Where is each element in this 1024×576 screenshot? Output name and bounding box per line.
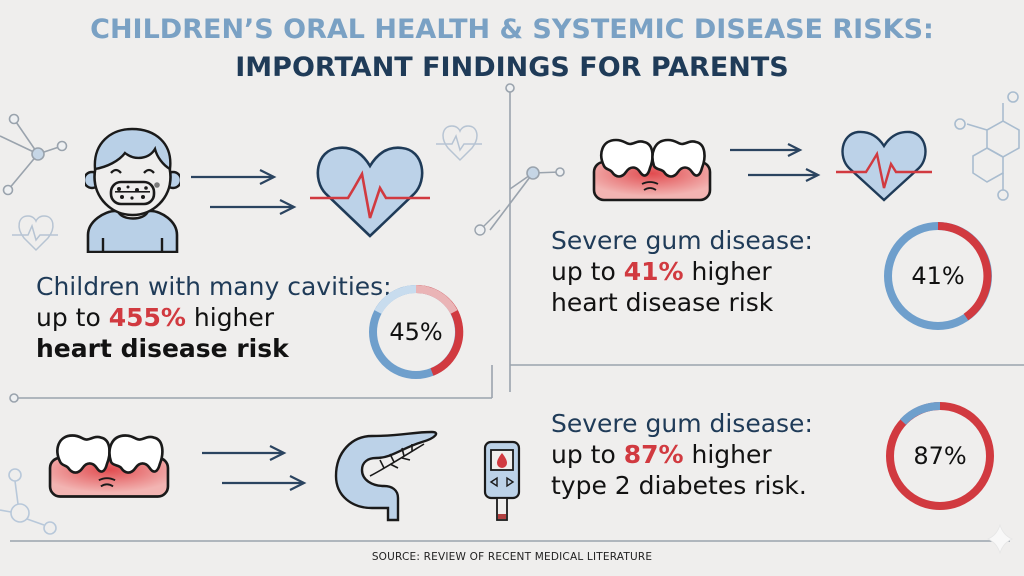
inflamed-gum-teeth-icon: [48, 430, 170, 502]
inflamed-gum-teeth-icon: [592, 136, 712, 204]
finding-2-line3: heart disease risk: [551, 288, 774, 317]
finding-1-donut-label: 45%: [389, 318, 443, 346]
finding-2-donut-label: 41%: [911, 262, 965, 290]
finding-2-suffix: higher: [683, 257, 772, 286]
arrows-icon: [202, 445, 307, 491]
finding-2-highlight: 41%: [623, 257, 684, 286]
heart-pulse-icon: [836, 130, 932, 202]
finding-3-donut-label: 87%: [913, 442, 967, 470]
finding-1-line3: heart disease risk: [36, 334, 289, 363]
finding-3-suffix: higher: [683, 440, 772, 469]
pancreas-icon: [334, 430, 438, 522]
finding-1-donut: 45%: [366, 282, 466, 382]
finding-3-text: Severe gum disease: up to 87% higher typ…: [551, 408, 881, 501]
finding-3-line3: type 2 diabetes risk.: [551, 471, 807, 500]
finding-1-heading: Children with many cavities:: [36, 272, 392, 301]
finding-3-highlight: 87%: [623, 440, 684, 469]
finding-1-text: Children with many cavities: up to 455% …: [36, 271, 486, 364]
title-line-2: IMPORTANT FINDINGS FOR PARENTS: [235, 52, 789, 83]
finding-1-suffix: higher: [185, 303, 275, 332]
source-note: SOURCE: REVIEW OF RECENT MEDICAL LITERAT…: [371, 551, 653, 563]
finding-1-prefix: up to: [36, 303, 109, 332]
finding-2-donut: 41%: [882, 220, 994, 332]
arrows-icon: [191, 169, 297, 215]
heart-pulse-icon: [310, 146, 430, 238]
arrows-icon: [730, 143, 821, 182]
finding-3-heading: Severe gum disease:: [551, 409, 813, 438]
finding-2-text: Severe gum disease: up to 41% higher hea…: [551, 225, 881, 318]
finding-2-heading: Severe gum disease:: [551, 226, 813, 255]
glucose-meter-icon: [483, 440, 521, 521]
finding-2-prefix: up to: [551, 257, 624, 286]
child-with-cavities-icon: [85, 125, 180, 253]
title-line-1: CHILDREN’S ORAL HEALTH & SYSTEMIC DISEAS…: [90, 14, 934, 45]
finding-3-prefix: up to: [551, 440, 624, 469]
finding-1-highlight: 455%: [108, 303, 186, 332]
finding-3-donut: 87%: [884, 400, 996, 512]
